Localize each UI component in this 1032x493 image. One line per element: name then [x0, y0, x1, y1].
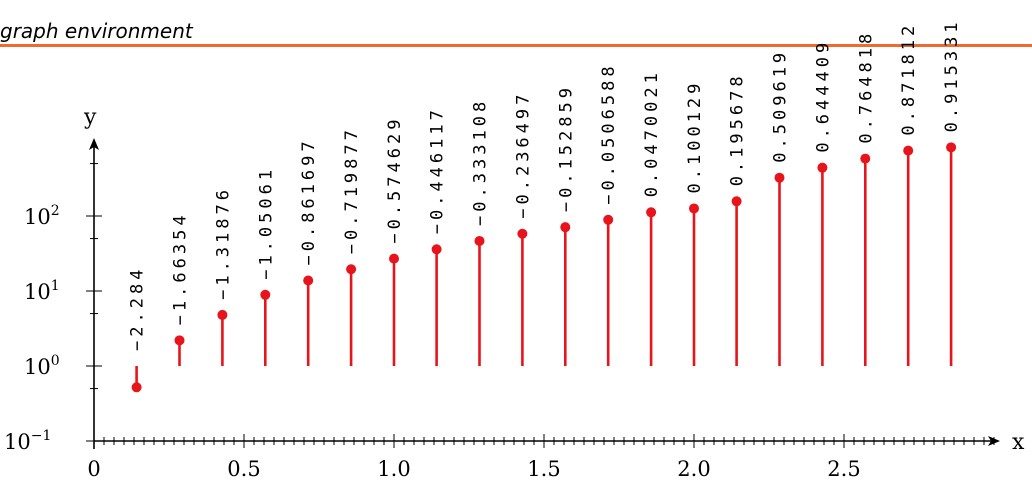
- stem-marker: [646, 207, 657, 218]
- y-axis-label: y: [83, 105, 97, 130]
- stem-marker: [474, 235, 485, 246]
- data-label: −2.284: [128, 266, 148, 351]
- data-label: −0.861697: [299, 137, 319, 265]
- stem-marker: [560, 222, 571, 233]
- data-label: 0.764818: [856, 30, 876, 144]
- data-label: −0.236497: [513, 91, 533, 219]
- data-label: 0.915331: [942, 18, 962, 132]
- data-label: 0.195678: [728, 72, 748, 186]
- x-tick-label: 0: [87, 457, 100, 481]
- x-tick-label: 0.5: [227, 457, 260, 481]
- stem-marker: [946, 142, 957, 153]
- stem-marker: [174, 335, 185, 346]
- data-label: −0.152859: [556, 84, 576, 212]
- x-axis-arrow: [988, 436, 1000, 446]
- y-tick-label: 10−1: [4, 428, 51, 454]
- title-rule: [0, 44, 1032, 47]
- stem-marker: [774, 172, 785, 183]
- stem-marker: [131, 382, 142, 393]
- environment-title: graph environment: [0, 19, 193, 43]
- x-tick-label: 1.0: [377, 457, 410, 481]
- data-label: −1.05061: [256, 166, 276, 280]
- data-label: −1.31876: [213, 186, 233, 300]
- data-label: 0.0470021: [642, 69, 662, 197]
- stem-marker: [260, 289, 271, 300]
- stem-marker: [817, 162, 828, 173]
- stem-marker: [431, 244, 442, 255]
- y-tick-label: 100: [24, 353, 60, 379]
- data-label: −0.719877: [342, 126, 362, 254]
- stem-marker: [303, 275, 314, 286]
- stem-marker: [603, 214, 614, 225]
- data-label: 0.509619: [771, 49, 791, 163]
- x-tick-label: 2.0: [677, 457, 710, 481]
- x-axis-label: x: [1012, 430, 1025, 455]
- x-tick-label: 1.5: [527, 457, 560, 481]
- x-tick-label: 2.5: [827, 457, 860, 481]
- stem-marker: [731, 196, 742, 207]
- data-label: −0.446117: [428, 106, 448, 234]
- stem-marker: [860, 153, 871, 164]
- stem-marker: [689, 203, 699, 214]
- stem-marker: [217, 309, 228, 320]
- data-label: −0.574629: [385, 116, 405, 244]
- data-label: −1.66354: [171, 211, 191, 325]
- stem-marker: [903, 145, 914, 156]
- stem-marker: [389, 253, 399, 264]
- data-label: 0.100129: [685, 80, 705, 194]
- y-axis-arrow: [89, 138, 99, 150]
- stem-marker: [346, 264, 357, 275]
- y-tick-label: 102: [24, 203, 60, 229]
- stem-marker: [517, 228, 528, 239]
- data-label: −0.0506588: [599, 62, 619, 204]
- y-tick-label: 101: [24, 278, 60, 304]
- data-label: 0.871812: [899, 22, 919, 136]
- data-label: −0.333108: [471, 98, 491, 226]
- data-label: 0.644409: [813, 39, 833, 153]
